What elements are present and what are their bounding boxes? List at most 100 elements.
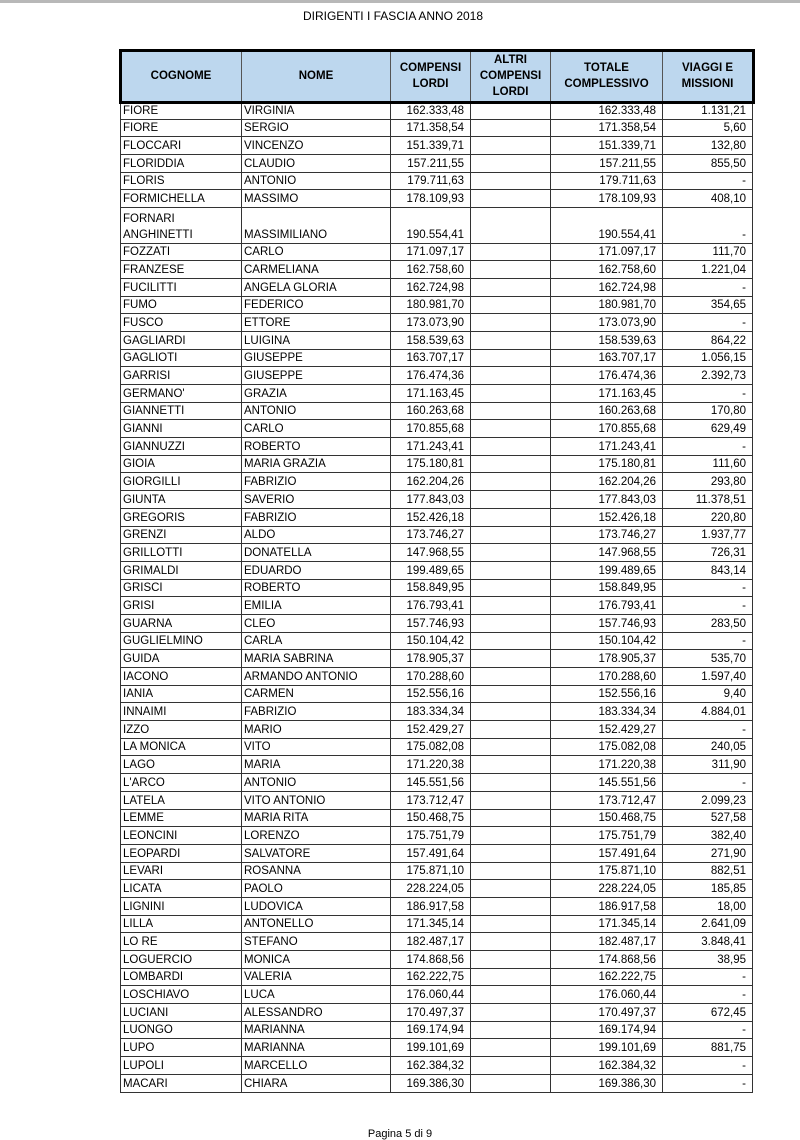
cell-viaggi-e-missioni: 354,65 [662, 295, 753, 315]
cell-totale-complessivo: 162.222,75 [550, 967, 663, 987]
cell-compensi-lordi: 152.426,18 [390, 507, 471, 527]
cell-cognome: LOGUERCIO [120, 950, 242, 969]
cell-nome: MASSIMILIANO [241, 207, 391, 244]
cell-nome: CARLO [241, 419, 391, 439]
cell-cognome: LOMBARDI [120, 967, 242, 987]
cell-nome: LUDOVICA [241, 896, 391, 916]
cell-totale-complessivo: 175.871,10 [550, 861, 663, 881]
cell-cognome: GIANNI [120, 419, 242, 439]
cell-viaggi-e-missioni: 672,45 [662, 1003, 753, 1022]
table-row: GIOIA MARIA GRAZIA 175.180,81 175.180,81 111… [120, 454, 753, 474]
cell-compensi-lordi: 199.101,69 [390, 1038, 471, 1058]
cell-cognome: FLOCCARI [120, 136, 242, 156]
cell-altri-compensi-lordi [470, 667, 551, 686]
cell-nome: MASSIMO [241, 189, 391, 209]
cell-nome: MARIA SABRINA [241, 649, 391, 669]
cell-viaggi-e-missioni: 527,58 [662, 808, 753, 828]
cell-nome: CARLO [241, 242, 391, 262]
cell-altri-compensi-lordi [470, 790, 551, 810]
page-top-border [0, 0, 800, 3]
cell-altri-compensi-lordi [470, 879, 551, 898]
cell-cognome: LEONCINI [120, 826, 242, 845]
table-row: GUGLIELMINO CARLA 150.104,42 150.104,42- [120, 631, 753, 651]
cell-viaggi-e-missioni: 3.848,41 [662, 932, 753, 952]
table-row: GAGLIARDI LUIGINA 158.539,63 158.539,63 864,… [120, 330, 753, 350]
cell-viaggi-e-missioni: - [662, 171, 753, 191]
cell-cognome: LEMME [120, 808, 242, 828]
cell-compensi-lordi: 145.551,56 [390, 773, 471, 792]
cell-altri-compensi-lordi [470, 631, 551, 651]
cell-nome: CHIARA [241, 1073, 391, 1093]
table-row: FLORIS ANTONIO 179.711,63 179.711,63- [120, 171, 753, 191]
cell-nome: VALERIA [241, 967, 391, 987]
cell-altri-compensi-lordi [470, 437, 551, 456]
cell-cognome: GUIDA [120, 649, 242, 669]
cell-totale-complessivo: 171.097,17 [550, 242, 663, 262]
cell-compensi-lordi: 162.724,98 [390, 277, 471, 297]
cell-altri-compensi-lordi [470, 348, 551, 368]
cell-nome: ROBERTO [241, 437, 391, 456]
cell-compensi-lordi: 151.339,71 [390, 136, 471, 156]
cell-altri-compensi-lordi [470, 419, 551, 439]
cell-nome: ANTONIO [241, 773, 391, 792]
cell-nome: MARIA GRAZIA [241, 454, 391, 474]
table-row: LO RE STEFANO 182.487,17 182.487,17 3.848,41 [120, 932, 753, 952]
cell-altri-compensi-lordi [470, 454, 551, 474]
table-row: LOMBARDI VALERIA 162.222,75 162.222,75- [120, 967, 753, 987]
cell-nome: MARIANNA [241, 1020, 391, 1040]
column-header-nome: NOME [241, 50, 391, 102]
cell-totale-complessivo: 152.556,16 [550, 684, 663, 704]
cell-viaggi-e-missioni: 1.937,77 [662, 525, 753, 545]
cell-totale-complessivo: 152.426,18 [550, 507, 663, 527]
cell-viaggi-e-missioni: 2.641,09 [662, 914, 753, 934]
cell-altri-compensi-lordi [470, 313, 551, 332]
table-row: FORNARI ANGHINETTI MASSIMILIANO 190.554,41… [120, 207, 753, 244]
cell-cognome: GIANNETTI [120, 401, 242, 421]
table-body: FIORE VIRGINIA 162.333,48 162.333,48 1.131,2… [120, 101, 753, 1093]
cell-compensi-lordi: 163.707,17 [390, 348, 471, 368]
cell-viaggi-e-missioni: 882,51 [662, 861, 753, 881]
cell-totale-complessivo: 160.263,68 [550, 401, 663, 421]
cell-compensi-lordi: 147.968,55 [390, 543, 471, 562]
table-row: INNAIMI FABRIZIO 183.334,34 183.334,34 4.884… [120, 702, 753, 722]
table-row: LA MONICA VITO 175.082,08 175.082,08 240,05 [120, 737, 753, 757]
table-row: FORMICHELLA MASSIMO 178.109,93 178.109,93 40… [120, 189, 753, 209]
cell-viaggi-e-missioni: 4.884,01 [662, 702, 753, 722]
table-row: LICATA PAOLO 228.224,05 228.224,05 185,85 [120, 879, 753, 898]
cell-viaggi-e-missioni: 1.221,04 [662, 260, 753, 279]
cell-altri-compensi-lordi [470, 330, 551, 350]
cell-totale-complessivo: 180.981,70 [550, 295, 663, 315]
cell-altri-compensi-lordi [470, 861, 551, 881]
cell-cognome: LA MONICA [120, 737, 242, 757]
cell-nome: CLEO [241, 613, 391, 633]
cell-viaggi-e-missioni: 293,80 [662, 472, 753, 492]
cell-nome: FEDERICO [241, 295, 391, 315]
cell-cognome: GIUNTA [120, 490, 242, 509]
table-row: FOZZATI CARLO 171.097,17 171.097,17 111,70 [120, 242, 753, 262]
cell-compensi-lordi: 170.497,37 [390, 1003, 471, 1022]
cell-totale-complessivo: 171.163,45 [550, 384, 663, 403]
cell-compensi-lordi: 176.474,36 [390, 366, 471, 386]
cell-compensi-lordi: 162.222,75 [390, 967, 471, 987]
cell-totale-complessivo: 186.917,58 [550, 896, 663, 916]
cell-nome: SERGIO [241, 118, 391, 138]
cell-cognome: LATELA [120, 790, 242, 810]
cell-nome: ANTONIO [241, 171, 391, 191]
cell-totale-complessivo: 162.758,60 [550, 260, 663, 279]
cell-compensi-lordi: 158.849,95 [390, 578, 471, 598]
cell-altri-compensi-lordi [470, 1003, 551, 1022]
cell-totale-complessivo: 162.333,48 [550, 101, 663, 120]
cell-cognome: GRIMALDI [120, 560, 242, 580]
cell-totale-complessivo: 176.793,41 [550, 596, 663, 615]
cell-totale-complessivo: 162.204,26 [550, 472, 663, 492]
cell-compensi-lordi: 175.871,10 [390, 861, 471, 881]
cell-cognome: GAGLIOTI [120, 348, 242, 368]
cell-compensi-lordi: 173.746,27 [390, 525, 471, 545]
cell-nome: VITO ANTONIO [241, 790, 391, 810]
cell-nome: ANTONIO [241, 401, 391, 421]
cell-altri-compensi-lordi [470, 1038, 551, 1058]
cell-totale-complessivo: 177.843,03 [550, 490, 663, 509]
cell-altri-compensi-lordi [470, 896, 551, 916]
cell-cognome: L'ARCO [120, 773, 242, 792]
cell-totale-complessivo: 178.905,37 [550, 649, 663, 669]
